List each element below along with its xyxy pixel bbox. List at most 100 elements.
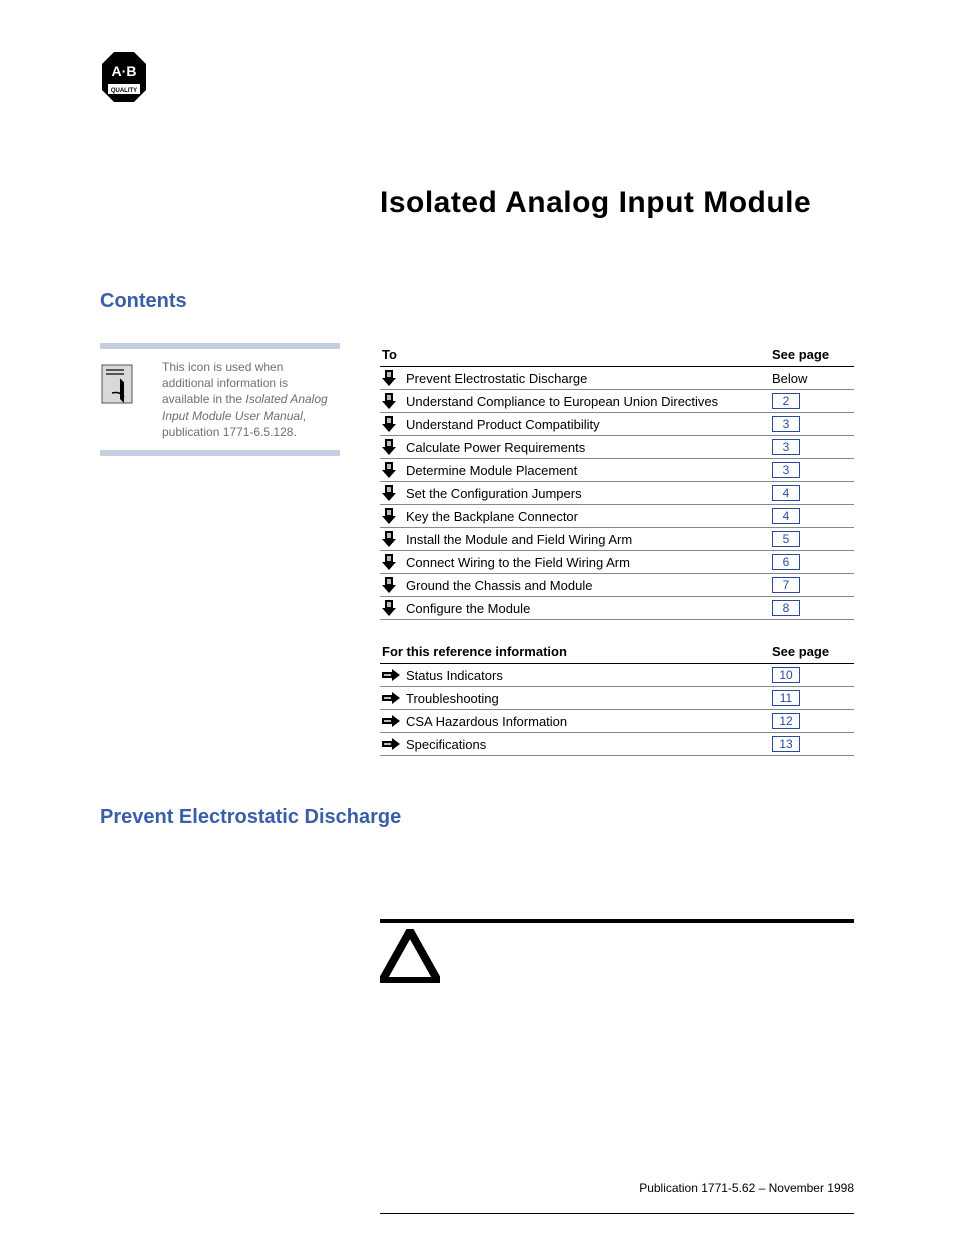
svg-text:QUALITY: QUALITY xyxy=(111,88,137,94)
publication-footer: Publication 1771-5.62 – November 1998 xyxy=(639,1181,854,1195)
page-link[interactable]: 4 xyxy=(772,485,800,501)
toc-row: Set the Configuration Jumpers4 xyxy=(380,482,854,505)
page-text: Below xyxy=(772,371,807,386)
document-title: Isolated Analog Input Module xyxy=(380,186,854,220)
toc-table-reference: For this reference information See page … xyxy=(380,640,854,756)
toc-label: Connect Wiring to the Field Wiring Arm xyxy=(404,551,770,574)
toc-label: Understand Compliance to European Union … xyxy=(404,390,770,413)
toc-label: Status Indicators xyxy=(404,664,770,687)
down-arrow-icon xyxy=(380,436,404,459)
page-link[interactable]: 7 xyxy=(772,577,800,593)
toc-page-cell: 8 xyxy=(770,597,854,620)
toc-page-cell: 4 xyxy=(770,505,854,528)
toc-page-cell: 6 xyxy=(770,551,854,574)
toc-row: Connect Wiring to the Field Wiring Arm6 xyxy=(380,551,854,574)
toc-label: Calculate Power Requirements xyxy=(404,436,770,459)
down-arrow-icon xyxy=(380,367,404,390)
down-arrow-icon xyxy=(380,390,404,413)
toc1-header-to: To xyxy=(380,343,770,367)
toc-page-cell: 5 xyxy=(770,528,854,551)
toc-row: Prevent Electrostatic DischargeBelow xyxy=(380,367,854,390)
toc-label: Install the Module and Field Wiring Arm xyxy=(404,528,770,551)
toc2-header-page: See page xyxy=(770,640,854,664)
toc-label: Ground the Chassis and Module xyxy=(404,574,770,597)
toc-page-cell: 4 xyxy=(770,482,854,505)
toc-page-cell: 2 xyxy=(770,390,854,413)
callout-note-text: This icon is used when additional inform… xyxy=(162,359,340,440)
toc-label: CSA Hazardous Information xyxy=(404,710,770,733)
toc-page-cell: 12 xyxy=(770,710,854,733)
toc-row: Determine Module Placement3 xyxy=(380,459,854,482)
toc-row: Understand Compliance to European Union … xyxy=(380,390,854,413)
toc-page-cell: 3 xyxy=(770,413,854,436)
prevent-esd-heading: Prevent Electrostatic Discharge xyxy=(100,806,854,829)
page-link[interactable]: 3 xyxy=(772,462,800,478)
callout-bar-bottom xyxy=(100,450,340,456)
attention-rule-bottom xyxy=(380,1213,854,1214)
toc-page-cell: 13 xyxy=(770,733,854,756)
ab-quality-logo: A·B QUALITY xyxy=(100,50,148,106)
down-arrow-icon xyxy=(380,505,404,528)
toc2-header-info: For this reference information xyxy=(380,640,770,664)
toc-page-cell: 7 xyxy=(770,574,854,597)
toc-page-cell: 3 xyxy=(770,436,854,459)
toc-label: Prevent Electrostatic Discharge xyxy=(404,367,770,390)
page-link[interactable]: 5 xyxy=(772,531,800,547)
toc-row: Install the Module and Field Wiring Arm5 xyxy=(380,528,854,551)
page-link[interactable]: 4 xyxy=(772,508,800,524)
right-arrow-icon xyxy=(380,733,404,756)
right-arrow-icon xyxy=(380,710,404,733)
toc-label: Configure the Module xyxy=(404,597,770,620)
attention-triangle-icon xyxy=(380,929,440,983)
toc-page-cell: 11 xyxy=(770,687,854,710)
page-link[interactable]: 3 xyxy=(772,416,800,432)
attention-block xyxy=(380,919,854,1214)
toc-row: Troubleshooting11 xyxy=(380,687,854,710)
callout-column: This icon is used when additional inform… xyxy=(100,343,340,466)
down-arrow-icon xyxy=(380,574,404,597)
toc-row: Configure the Module8 xyxy=(380,597,854,620)
toc-label: Understand Product Compatibility xyxy=(404,413,770,436)
toc-label: Set the Configuration Jumpers xyxy=(404,482,770,505)
toc-page-cell: 10 xyxy=(770,664,854,687)
contents-heading: Contents xyxy=(100,290,854,313)
toc-row: Calculate Power Requirements3 xyxy=(380,436,854,459)
toc1-header-page: See page xyxy=(770,343,854,367)
right-arrow-icon xyxy=(380,664,404,687)
toc-row: Understand Product Compatibility3 xyxy=(380,413,854,436)
page: A·B QUALITY Isolated Analog Input Module… xyxy=(0,0,954,1235)
toc-page-cell: Below xyxy=(770,367,854,390)
page-link[interactable]: 11 xyxy=(772,690,800,706)
toc-row: Specifications13 xyxy=(380,733,854,756)
page-link[interactable]: 2 xyxy=(772,393,800,409)
toc-row: Ground the Chassis and Module7 xyxy=(380,574,854,597)
toc-row: Status Indicators10 xyxy=(380,664,854,687)
down-arrow-icon xyxy=(380,528,404,551)
page-link[interactable]: 10 xyxy=(772,667,800,683)
down-arrow-icon xyxy=(380,597,404,620)
manual-reference-icon xyxy=(100,359,150,409)
toc-label: Specifications xyxy=(404,733,770,756)
down-arrow-icon xyxy=(380,551,404,574)
toc-row: CSA Hazardous Information12 xyxy=(380,710,854,733)
toc-label: Key the Backplane Connector xyxy=(404,505,770,528)
down-arrow-icon xyxy=(380,413,404,436)
contents-area: This icon is used when additional inform… xyxy=(100,343,854,756)
down-arrow-icon xyxy=(380,482,404,505)
down-arrow-icon xyxy=(380,459,404,482)
callout-bar-top xyxy=(100,343,340,349)
page-link[interactable]: 6 xyxy=(772,554,800,570)
page-link[interactable]: 12 xyxy=(772,713,800,729)
toc-label: Troubleshooting xyxy=(404,687,770,710)
page-link[interactable]: 13 xyxy=(772,736,800,752)
toc-column: To See page Prevent Electrostatic Discha… xyxy=(380,343,854,756)
page-link[interactable]: 8 xyxy=(772,600,800,616)
toc-page-cell: 3 xyxy=(770,459,854,482)
section-prevent-esd: Prevent Electrostatic Discharge xyxy=(100,806,854,829)
toc-table-procedures: To See page Prevent Electrostatic Discha… xyxy=(380,343,854,620)
right-arrow-icon xyxy=(380,687,404,710)
svg-text:A·B: A·B xyxy=(112,63,137,79)
toc-label: Determine Module Placement xyxy=(404,459,770,482)
toc-row: Key the Backplane Connector4 xyxy=(380,505,854,528)
page-link[interactable]: 3 xyxy=(772,439,800,455)
